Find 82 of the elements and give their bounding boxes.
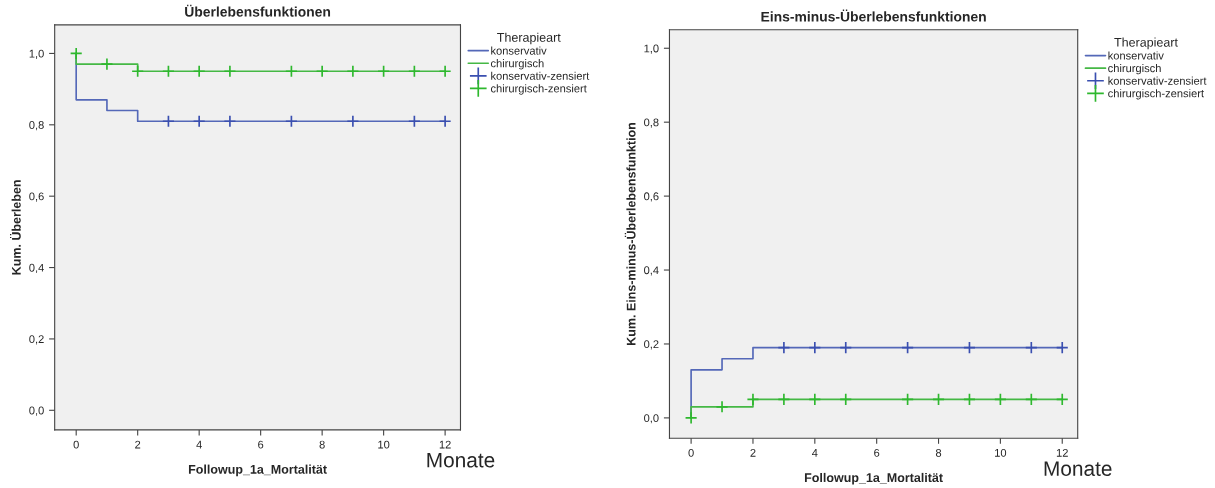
y-tick-label: 0,2 [29,335,44,345]
point [69,47,83,60]
legend-title: Therapieart [497,32,561,45]
point [1055,393,1069,406]
x-axis-title: Followup_1a_Mortalität [188,464,327,477]
chart-title: Eins-minus-Überlebensfunktionen [761,9,986,22]
point [315,64,329,78]
x-tick-label: 8 [319,440,325,449]
x-tick-label: 0 [688,448,694,457]
chart-title: Überlebensfunktionen [185,4,331,17]
y-tick-label: 1,0 [644,44,659,54]
text: Monate [427,452,495,468]
point [839,341,853,355]
x-tick-label: 4 [196,440,202,449]
y-tick-label: 0,4 [644,266,659,276]
point [715,400,729,414]
legend-label: chirurgisch [490,59,544,70]
point [684,411,698,425]
legend-label: chirurgisch-zensiert [490,84,587,95]
x-tick-label: 8 [935,448,942,457]
point [963,341,976,355]
point [808,341,822,355]
point [1055,341,1069,355]
point [777,341,791,355]
point [346,64,360,78]
x-tick-label: 10 [995,448,1007,457]
point [285,114,298,128]
y-tick-label: 1,0 [29,49,44,59]
point [100,57,114,71]
point [192,64,206,78]
legend-label: konservativ-zensiert [1108,76,1207,85]
x-tick-label: 12 [1056,448,1068,457]
x-tick-label: 10 [378,440,390,449]
point [223,64,237,78]
legend-label: chirurgisch [1108,64,1161,75]
x-tick-label: 4 [811,449,818,457]
x-axis-title: Followup_1a_Mortalität [804,472,943,485]
y-axis-title: Kum. Eins-minus-Überlebensfunktion [624,122,636,345]
point [808,393,822,406]
point [407,114,421,128]
y-tick-label: 0,8 [644,118,659,128]
point [901,393,914,406]
point [346,114,360,128]
y-tick-label: 0,0 [29,406,44,416]
point [932,393,945,406]
x-tick-label: 2 [750,448,756,457]
y-tick-label: 0,0 [644,414,659,424]
legend-label: konservativ [491,46,547,55]
point [901,341,914,355]
point [839,393,853,406]
point [192,114,206,128]
y-tick-label: 0,4 [29,263,44,273]
x-tick-label: 0 [73,440,79,449]
point [407,64,421,78]
y-tick-label: 0,8 [29,121,44,131]
point [777,393,791,406]
point [993,393,1007,406]
y-tick-label: 0,2 [644,340,659,350]
legend-title: Therapieart [1114,37,1178,50]
point [1024,393,1038,406]
point [162,64,175,78]
point [963,393,976,406]
point [1024,341,1038,355]
text: Monate [1044,461,1112,476]
point [438,64,452,78]
y-axis-title: Kum. Überleben [9,180,21,275]
legend-label: konservativ-zensiert [491,71,590,80]
point [746,393,760,406]
point [285,64,298,78]
point [162,114,175,128]
x-tick-label: 12 [439,440,451,449]
y-tick-label: 0,6 [644,192,659,202]
point [377,64,391,78]
x-tick-label: 2 [135,440,141,449]
point [131,64,145,78]
y-tick-label: 0,6 [29,192,44,202]
x-tick-label: 6 [258,440,264,449]
x-tick-label: 6 [874,448,880,457]
point [438,114,452,128]
point [223,114,237,128]
legend-label: chirurgisch-zensiert [1108,89,1204,100]
legend-label: konservativ [1108,51,1164,60]
